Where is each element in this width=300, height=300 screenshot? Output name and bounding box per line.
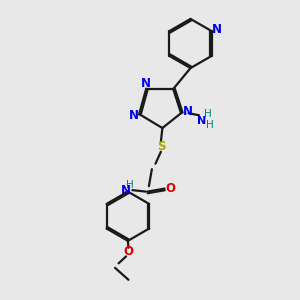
Text: N: N <box>129 109 139 122</box>
Text: O: O <box>124 245 134 258</box>
Text: O: O <box>166 182 176 195</box>
Text: H: H <box>204 109 212 119</box>
Text: N: N <box>141 77 151 90</box>
Text: H: H <box>206 120 214 130</box>
Text: N: N <box>196 116 206 126</box>
Text: S: S <box>157 140 165 153</box>
Text: N: N <box>121 184 131 197</box>
Text: H: H <box>125 180 133 190</box>
Text: N: N <box>212 23 222 36</box>
Text: N: N <box>183 105 193 118</box>
